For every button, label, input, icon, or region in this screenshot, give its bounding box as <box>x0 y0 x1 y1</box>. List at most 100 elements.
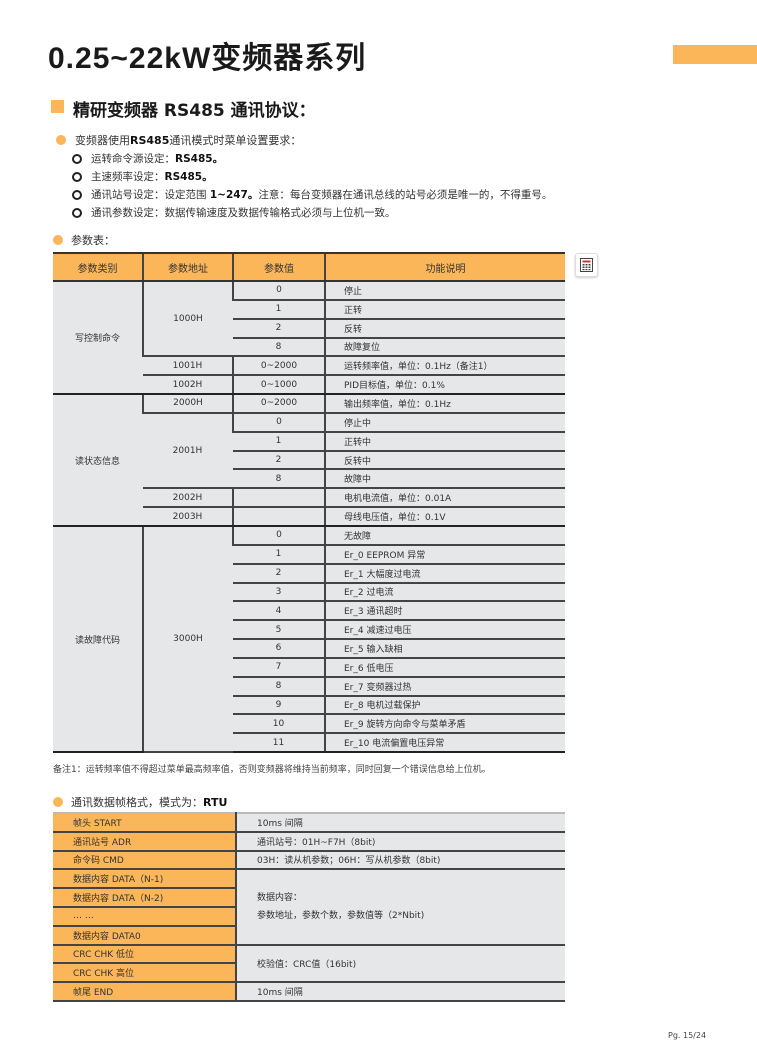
description-cell: 电机电流值，单位：0.01A <box>324 488 565 509</box>
requirement-item: 通讯参数设定：数据传输速度及数据传输格式必须与上位机一致。 <box>91 205 396 220</box>
table-row: 2003H 母线电压值，单位：0.1V <box>53 507 565 527</box>
calculator-glyph <box>580 258 593 272</box>
table-row: 读状态信息 2000H 0~2000 输出频率值，单位：0.1Hz <box>53 394 565 527</box>
value-cell <box>232 507 325 527</box>
table-row: 9 Er_8 电机过载保护 <box>53 695 565 716</box>
address-cell: 2000H <box>142 394 233 414</box>
description-cell: PID目标值，单位：0.1% <box>324 375 565 396</box>
bullet-dot-icon <box>56 135 66 145</box>
value-cell: 8 <box>233 676 325 697</box>
footnote: 备注1：运转频率值不得超过菜单最高频率值，否则变频器将维持当前频率，同时回复一个… <box>53 765 491 775</box>
value-cell: 0 <box>232 412 325 433</box>
description-cell: 输出频率值，单位：0.1Hz <box>324 394 565 414</box>
table-row: 写控制命令 1000H 0 停止 <box>53 281 565 396</box>
data-line: 参数地址，参数个数，参数值等（2*Nbit) <box>257 910 425 921</box>
item-rest: 注意：每台变频器在通讯总线的站号必须是唯一的，不得重号。 <box>258 189 553 201</box>
frame-table-heading: 通讯数据帧格式，模式为：RTU <box>71 794 227 810</box>
table-row: 8 故障中 <box>53 469 565 490</box>
description-cell: 反转中 <box>324 450 565 471</box>
address-cell: 3000H <box>142 525 233 754</box>
value-cell: 7 <box>233 657 325 678</box>
frame-field: 数据内容 DATA0 <box>53 925 237 946</box>
table-row: 7 Er_6 低电压 <box>53 657 565 678</box>
value-cell: 8 <box>233 469 325 490</box>
calculator-icon[interactable] <box>575 253 598 277</box>
category-cell: 读状态信息 <box>53 394 143 527</box>
value-cell: 2 <box>233 318 325 339</box>
table-row: 1 正转 <box>53 299 565 320</box>
bullet-dot-icon <box>53 235 63 245</box>
frame-value: 10ms 间隔 <box>236 813 565 833</box>
heading-text: 通讯模式时菜单设置要求： <box>169 134 302 147</box>
frame-field: 数据内容 DATA（N-1) <box>53 869 237 890</box>
value-cell: 1 <box>233 544 325 565</box>
requirement-item: 通讯站号设定：设定范围 1~247。注意：每台变频器在通讯总线的站号必须是唯一的… <box>91 187 552 202</box>
frame-field: 命令码 CMD <box>53 850 237 871</box>
item-value: RS485。 <box>175 153 224 165</box>
page-title: 0.25~22kW变频器系列 <box>48 42 367 75</box>
data-line: 数据内容： <box>257 892 303 903</box>
description-cell: Er_5 输入缺相 <box>324 639 565 659</box>
item-label: 通讯站号设定：设定范围 <box>91 189 210 201</box>
value-cell: 0 <box>232 525 325 546</box>
frame-value: 校验值：CRC值（16bit) <box>236 944 565 984</box>
frame-format-table: 帧头 START 10ms 间隔 通讯站号 ADR 通讯站号：01H~F7H（8bi… <box>53 812 565 1002</box>
frame-field: 通讯站号 ADR <box>53 831 237 852</box>
value-cell: 4 <box>233 601 325 622</box>
description-cell: Er_3 通讯超时 <box>324 601 565 622</box>
bullet-ring-icon <box>72 154 82 164</box>
value-cell: 2 <box>233 563 325 584</box>
table-row: 3 Er_2 过电流 <box>53 582 565 603</box>
address-cell: 2001H <box>143 412 233 490</box>
value-cell: 1 <box>233 431 325 452</box>
value-cell: 0 <box>232 281 325 301</box>
bullet-ring-icon <box>72 172 82 182</box>
item-value: RS485。 <box>164 171 213 183</box>
description-cell: Er_10 电流偏置电压异常 <box>324 733 565 754</box>
address-cell: 2003H <box>143 507 233 527</box>
heading-text: 变频器使用 <box>75 134 130 147</box>
heading-text: 通讯数据帧格式，模式为： <box>71 796 203 809</box>
description-cell: Er_9 旋转方向命令与菜单矛盾 <box>324 714 565 735</box>
description-cell: 正转 <box>324 299 565 320</box>
table-row: 4 Er_3 通讯超时 <box>53 601 565 622</box>
frame-value: 10ms 间隔 <box>236 982 565 1002</box>
item-value: 1~247。 <box>209 189 259 201</box>
description-cell: 运转频率值，单位：0.1Hz（备注1） <box>324 356 565 377</box>
table-row: 1 正转中 <box>53 431 565 452</box>
page-number: Pg. 15/24 <box>668 1031 707 1040</box>
requirements-heading: 变频器使用RS485通讯模式时菜单设置要求： <box>75 132 301 148</box>
table-row: 6 Er_5 输入缺相 <box>53 639 565 659</box>
title-accent-bar <box>673 45 757 64</box>
value-cell: 0~2000 <box>232 356 325 377</box>
table-row: 11 Er_10 电流偏置电压异常 <box>53 733 565 754</box>
value-cell <box>232 488 325 509</box>
description-cell: Er_7 变频器过热 <box>324 676 565 697</box>
table-row: 1002H 0~1000 PID目标值，单位：0.1% <box>53 375 565 396</box>
value-cell: 0~2000 <box>232 394 325 414</box>
description-cell: 反转 <box>324 318 565 339</box>
description-cell: 故障复位 <box>324 337 565 358</box>
description-cell: 停止中 <box>324 412 565 433</box>
value-cell: 5 <box>233 620 325 641</box>
frame-field: 帧头 START <box>53 813 237 833</box>
frame-field: … … <box>53 906 237 927</box>
table-row: 5 Er_4 减速过电压 <box>53 620 565 641</box>
frame-field: CRC CHK 高位 <box>53 963 237 984</box>
frame-field: 数据内容 DATA（N-2) <box>53 888 237 908</box>
description-cell: 母线电压值，单位：0.1V <box>324 507 565 527</box>
description-cell: 故障中 <box>324 469 565 490</box>
description-cell: Er_6 低电压 <box>324 657 565 678</box>
requirement-item: 运转命令源设定：RS485。 <box>91 151 223 166</box>
table-row: 8 Er_7 变频器过热 <box>53 676 565 697</box>
requirement-item: 主速频率设定：RS485。 <box>91 169 213 184</box>
table-row: 2 反转中 <box>53 450 565 471</box>
frame-value: 通讯站号：01H~F7H（8bit) <box>236 831 565 852</box>
value-cell: 3 <box>233 582 325 603</box>
param-table-heading: 参数表： <box>71 234 115 247</box>
item-label: 主速频率设定： <box>91 171 165 183</box>
address-cell: 1002H <box>143 375 233 396</box>
item-label: 运转命令源设定： <box>91 153 175 165</box>
bullet-ring-icon <box>72 190 82 200</box>
address-cell: 1000H <box>142 281 233 358</box>
